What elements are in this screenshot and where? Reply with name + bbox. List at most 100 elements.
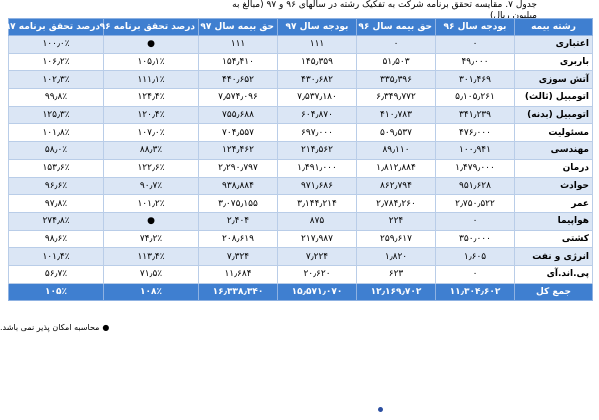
- table-cell: ۹۶٫۶٪: [8, 176, 104, 196]
- table-cell: ۳٫۱۴۴٫۲۱۴: [277, 194, 357, 213]
- row-label: آتش سوزی: [514, 70, 593, 90]
- table-cell: ۱۵۴٫۴۱۰: [198, 52, 278, 72]
- table-cell: ۲٫۲۹۰٫۷۹۷: [198, 158, 278, 178]
- table-cell: ۸۹٫۱۱۰: [356, 141, 436, 160]
- header-cell: بودجه سال ۹۷: [277, 18, 357, 36]
- table-cell: ۱٫۴۹۱٫۰۰۰: [277, 158, 357, 178]
- table-row: انرژی و نفت ۱٫۶۰۵ ۱٫۸۲۰ ۷٫۲۲۴ ۷٫۳۲۴ ۱۱۳٫۴٪ ۱۰۱…: [8, 247, 593, 266]
- table-cell: ۵۶٫۷٪: [8, 264, 104, 284]
- table-cell: ۲٫۴۰۴: [198, 211, 278, 231]
- table-row: مسئولیت ۴۷۶٫۰۰۰ ۵۰۹٫۵۳۷ ۶۹۷٫۰۰۰ ۷۰۴٫۵۵۷ ۱۰۷٫۰…: [8, 123, 593, 143]
- table-cell: ۷٫۵۳۷٫۱۸۰: [277, 88, 357, 107]
- table-row: اتومبیل (ثالث) ۵٫۱۰۵٫۲۶۱ ۶٫۳۴۹٫۷۷۲ ۷٫۵۳۷٫۱۸…: [8, 88, 593, 107]
- table-cell: ۱۱۳٫۴٪: [103, 247, 199, 266]
- table-cell: ۲۱۷٫۹۸۷: [277, 229, 357, 249]
- total-cell: ۱۰۵٪: [8, 282, 104, 301]
- row-label: انرژی و نفت: [514, 247, 593, 266]
- table-row: پی.اند.آی ۰ ۶۲۳ ۲۰٫۶۲۰ ۱۱٫۶۸۴ ۷۱٫۵٪ ۵۶٫۷٪: [8, 264, 593, 284]
- table-row: مهندسی ۱۰۰٫۹۴۱ ۸۹٫۱۱۰ ۲۱۴٫۵۶۲ ۱۲۴٫۴۶۲ ۸۸٫۳٪ ۵۸…: [8, 141, 593, 160]
- table-cell: ۳۵۰٫۰۰۰: [435, 229, 515, 249]
- table-row: درمان ۱٫۴۷۹٫۰۰۰ ۱٫۸۱۲٫۸۸۴ ۱٫۴۹۱٫۰۰۰ ۲٫۲۹۰٫۷۹…: [8, 158, 593, 178]
- table-cell: ۰: [356, 35, 436, 54]
- table-cell: ۷٫۳۲۴: [198, 247, 278, 266]
- table-cell: ۲٫۷۸۴٫۲۶۰: [356, 194, 436, 213]
- total-cell: ۱۰۸٪: [103, 282, 199, 301]
- row-label: اعتباری: [514, 35, 593, 54]
- table-cell: ۶٫۳۴۹٫۷۷۲: [356, 88, 436, 107]
- table-cell: ۱۱۱٫۱٪: [103, 70, 199, 90]
- table-cell: ۶۹۷٫۰۰۰: [277, 123, 357, 143]
- table-cell: ۰: [435, 35, 515, 54]
- table-row: عمر ۲٫۷۵۰٫۵۲۲ ۲٫۷۸۴٫۲۶۰ ۳٫۱۴۴٫۲۱۴ ۳٫۰۷۵٫۱۵۵ ۱…: [8, 194, 593, 213]
- header-cell: درصد تحقق برنامه ۹۷: [5, 18, 104, 36]
- row-label: اتومبیل (ثالث): [514, 88, 593, 107]
- table-cell: ۱۲۰٫۴٪: [103, 105, 199, 125]
- table-cell: ۱٫۸۱۲٫۸۸۴: [356, 158, 436, 178]
- table-cell: ۱۱۱: [198, 35, 278, 54]
- total-cell: ۱۶٫۳۳۸٫۳۴۰: [198, 282, 278, 301]
- table-cell: ۲۵۹٫۶۱۷: [356, 229, 436, 249]
- table-cell: ۰: [435, 264, 515, 284]
- row-label: هواپیما: [514, 211, 593, 231]
- table-cell: ۱۲۴٫۴٪: [103, 88, 199, 107]
- header-row: رشته بیمه بودجه سال ۹۶ حق بیمه سال ۹۶ بو…: [5, 18, 593, 36]
- table-cell: ۹۰٫۷٪: [103, 176, 199, 196]
- footnote-text: محاسبه امکان پذیر نمی باشد.: [0, 323, 100, 332]
- table-row: هواپیما ۰ ۲۲۴ ۸۷۵ ۲٫۴۰۴ ● ۲۷۴٫۸٪: [8, 211, 593, 231]
- table-row: حوادث ۹۵۱٫۶۲۸ ۸۶۲٫۷۹۴ ۹۷۱٫۶۸۶ ۹۳۸٫۸۸۴ ۹۰٫۷٪ ۹۶…: [8, 176, 593, 196]
- table-cell: ۱۴۵٫۳۵۹: [277, 52, 357, 72]
- table-cell: ۱٫۸۲۰: [356, 247, 436, 266]
- table-cell: ۴۹٫۰۰۰: [435, 52, 515, 72]
- table-cell: ۷۰۴٫۵۵۷: [198, 123, 278, 143]
- table-cell: ۱۰۱٫۴٪: [8, 247, 104, 266]
- table-cell: ۱۰۱٫۲٪: [103, 194, 199, 213]
- table-cell: ۶۲۳: [356, 264, 436, 284]
- table-cell: ●: [103, 211, 199, 231]
- table-cell: ۱۰۰٫۰٪: [8, 35, 104, 54]
- table-cell: ۹۷۱٫۶۸۶: [277, 176, 357, 196]
- header-cell: بودجه سال ۹۶: [435, 18, 515, 36]
- total-cell: ۱۵٫۵۷۱٫۰۷۰: [277, 282, 357, 301]
- row-label: مهندسی: [514, 141, 593, 160]
- table-cell: ۱۰۱٫۸٪: [8, 123, 104, 143]
- table-cell: ۶۰۴٫۸۷۰: [277, 105, 357, 125]
- table-cell: ۱۰۶٫۲٪: [8, 52, 104, 72]
- table-cell: ۹۷٫۸٪: [8, 194, 104, 213]
- table-cell: ۹۹٫۸٪: [8, 88, 104, 107]
- table-cell: ۱۱٫۶۸۴: [198, 264, 278, 284]
- table-cell: ۱۰۷٫۰٪: [103, 123, 199, 143]
- table-cell: ۷۵۵٫۶۸۸: [198, 105, 278, 125]
- header-cell: رشته بیمه: [514, 18, 593, 36]
- table-caption: جدول ۷. مقایسه تحقق برنامه شرکت به تفکیک…: [232, 0, 537, 21]
- row-label: عمر: [514, 194, 593, 213]
- table-cell: ۵۸٫۰٪: [8, 141, 104, 160]
- row-label: پی.اند.آی: [514, 264, 593, 284]
- row-label: اتومبیل (بدنه): [514, 105, 593, 125]
- table-cell: ۳۴۱٫۲۳۹: [435, 105, 515, 125]
- table-cell: ۷۱٫۵٪: [103, 264, 199, 284]
- table-cell: ۱۰۲٫۳٪: [8, 70, 104, 90]
- header-cell: حق بیمه سال ۹۷: [198, 18, 278, 36]
- footnote: ●محاسبه امکان پذیر نمی باشد.: [0, 323, 591, 332]
- table-cell: ۹۳۸٫۸۸۴: [198, 176, 278, 196]
- total-cell: ۱۲٫۱۶۹٫۷۰۲: [356, 282, 436, 301]
- table-cell: ۲٫۷۵۰٫۵۲۲: [435, 194, 515, 213]
- table-cell: ۲۰۸٫۶۱۹: [198, 229, 278, 249]
- table-cell: ۱۵۳٫۶٪: [8, 158, 104, 178]
- table-row: کشتی ۳۵۰٫۰۰۰ ۲۵۹٫۶۱۷ ۲۱۷٫۹۸۷ ۲۰۸٫۶۱۹ ۷۴٫۲٪ ۹۸٫…: [8, 229, 593, 249]
- table-cell: ۱۰۰٫۹۴۱: [435, 141, 515, 160]
- row-label: باربری: [514, 52, 593, 72]
- table-cell: ۲۷۴٫۸٪: [8, 211, 104, 231]
- row-label: درمان: [514, 158, 593, 178]
- table-cell: ۴۷۶٫۰۰۰: [435, 123, 515, 143]
- header-cell: حق بیمه سال ۹۶: [356, 18, 436, 36]
- table-row: اتومبیل (بدنه) ۳۴۱٫۲۳۹ ۴۱۰٫۷۸۳ ۶۰۴٫۸۷۰ ۷۵۵٫۶…: [8, 105, 593, 125]
- row-label: کشتی: [514, 229, 593, 249]
- total-row: جمع کل ۱۱٫۳۰۴٫۶۰۲ ۱۲٫۱۶۹٫۷۰۲ ۱۵٫۵۷۱٫۰۷۰ …: [8, 282, 593, 301]
- table-cell: ۴۳۰٫۶۸۲: [277, 70, 357, 90]
- table-cell: ۲۱۴٫۵۶۲: [277, 141, 357, 160]
- table-cell: ۸۷۵: [277, 211, 357, 231]
- table-cell: ۸۸٫۳٪: [103, 141, 199, 160]
- page-dot-icon: [378, 407, 383, 412]
- table-cell: ۲۲۴: [356, 211, 436, 231]
